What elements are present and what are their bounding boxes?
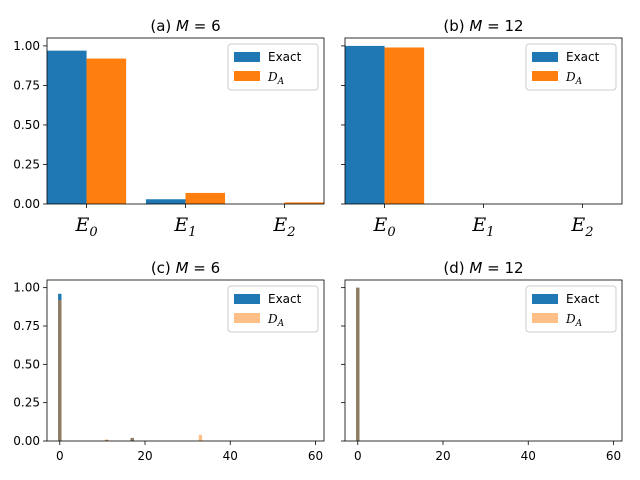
panel-d: (d) M = 12 0 20 40 60 Exact DA bbox=[341, 259, 623, 463]
legend-swatch-exact-c bbox=[234, 294, 260, 304]
xtick-label-d-0: 0 bbox=[354, 449, 362, 463]
xtick-label-a-2: E2 bbox=[272, 214, 295, 240]
ytick-label-a-2: 0.50 bbox=[13, 118, 40, 132]
bar-a-da-1 bbox=[185, 192, 226, 204]
panel-b: (b) M = 12 E0 E1 E2 Exact DA bbox=[341, 17, 623, 240]
xtick-label-c-1: 20 bbox=[137, 449, 152, 463]
legend-swatch-exact-d bbox=[532, 294, 558, 304]
xtick-label-c-3: 60 bbox=[308, 449, 323, 463]
legend-label-exact-d: Exact bbox=[566, 292, 600, 306]
xtick-label-c-2: 40 bbox=[223, 449, 238, 463]
legend-swatch-da-a bbox=[234, 71, 260, 81]
legend-label-da-a: DA bbox=[267, 70, 285, 87]
axes-frame-c bbox=[46, 279, 325, 442]
legend-swatch-exact-b bbox=[532, 52, 558, 62]
bar-a-exact-0 bbox=[47, 50, 87, 205]
panel-title-c: (c) M = 6 bbox=[151, 259, 220, 277]
ytick-label-c-3: 0.75 bbox=[13, 319, 40, 333]
xtick-label-a-1: E1 bbox=[173, 214, 196, 240]
xtick-label-d-2: 40 bbox=[521, 449, 536, 463]
legend-d: Exact DA bbox=[525, 285, 617, 333]
panel-c: (c) M = 6 0 20 40 60 0.00 0.25 0.50 0.75 1.00 Exac… bbox=[13, 259, 325, 463]
legend-label-da-d: DA bbox=[565, 312, 583, 329]
axes-frame-b bbox=[344, 37, 623, 205]
bar-a-da-0 bbox=[86, 58, 127, 204]
xtick-label-b-2: E2 bbox=[570, 214, 593, 240]
ytick-label-a-4: 1.00 bbox=[13, 39, 40, 53]
legend-swatch-da-c bbox=[234, 313, 260, 323]
panel-a: (a) M = 6 E0 E1 E2 0.00 0.25 0.50 0.75 1.00 Exact… bbox=[13, 17, 325, 240]
ytick-label-c-1: 0.25 bbox=[13, 396, 40, 410]
panel-title-a: (a) M = 6 bbox=[150, 17, 220, 35]
bar-c-da-3 bbox=[198, 434, 203, 441]
panel-title-b: (b) M = 12 bbox=[443, 17, 523, 35]
legend-label-exact-b: Exact bbox=[566, 50, 600, 64]
legend-b: Exact DA bbox=[525, 43, 617, 91]
legend-c: Exact DA bbox=[227, 285, 319, 333]
xtick-label-c-0: 0 bbox=[56, 449, 64, 463]
legend-swatch-exact-a bbox=[234, 52, 260, 62]
bar-c-da-1 bbox=[104, 439, 109, 441]
legend-label-da-b: DA bbox=[565, 70, 583, 87]
bar-a-da-2 bbox=[284, 202, 324, 204]
xtick-label-d-1: 20 bbox=[435, 449, 450, 463]
legend-swatch-da-d bbox=[532, 313, 558, 323]
ytick-label-c-4: 1.00 bbox=[13, 281, 40, 295]
legend-label-exact-a: Exact bbox=[268, 50, 302, 64]
xtick-label-d-3: 60 bbox=[606, 449, 621, 463]
legend-label-exact-c: Exact bbox=[268, 292, 302, 306]
bar-b-exact-0 bbox=[345, 45, 385, 205]
panel-title-d: (d) M = 12 bbox=[443, 259, 523, 277]
axes-frame-a bbox=[46, 37, 325, 205]
legend-a: Exact DA bbox=[227, 43, 319, 91]
bar-b-da-0 bbox=[384, 47, 425, 204]
xtick-label-b-1: E1 bbox=[471, 214, 494, 240]
ytick-label-a-0: 0.00 bbox=[13, 197, 40, 211]
ytick-label-c-0: 0.00 bbox=[13, 434, 40, 448]
bar-a-exact-1 bbox=[145, 199, 186, 204]
legend-label-da-c: DA bbox=[267, 312, 285, 329]
legend-swatch-da-b bbox=[532, 71, 558, 81]
axes-frame-d bbox=[344, 279, 623, 442]
ytick-label-a-3: 0.75 bbox=[13, 78, 40, 92]
bar-c-da-0 bbox=[58, 299, 62, 441]
ytick-label-c-2: 0.50 bbox=[13, 357, 40, 371]
xtick-label-a-0: E0 bbox=[74, 214, 97, 240]
bar-d-da-0 bbox=[356, 287, 360, 441]
ytick-label-a-1: 0.25 bbox=[13, 157, 40, 171]
bar-c-da-2 bbox=[130, 437, 134, 441]
xtick-label-b-0: E0 bbox=[372, 214, 395, 240]
